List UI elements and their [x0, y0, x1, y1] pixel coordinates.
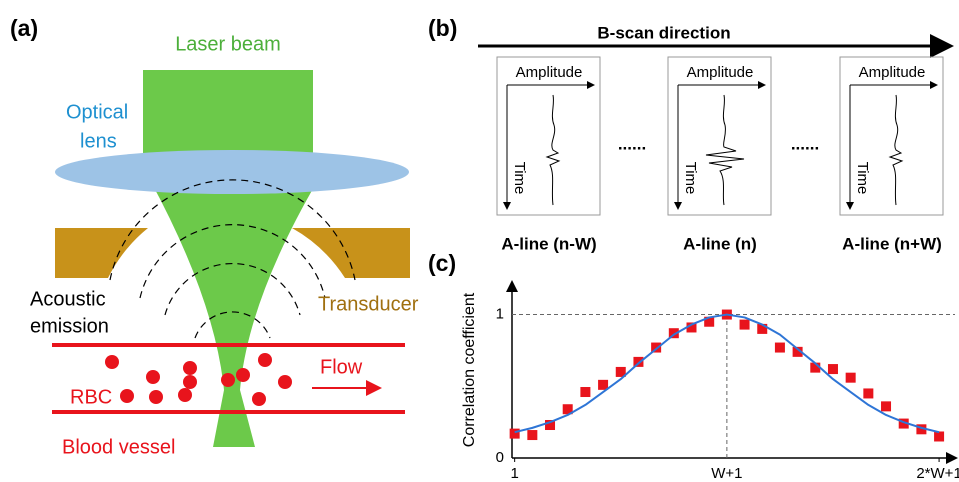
laser-focus — [150, 180, 318, 447]
ellipsis: ...... — [791, 134, 819, 153]
panel-b: (b) B-scan direction ...... ...... Ampli… — [428, 15, 948, 253]
y-tick-label: 1 — [496, 306, 504, 323]
rbc-label: RBC — [70, 386, 112, 408]
data-point — [863, 388, 873, 398]
data-point — [828, 364, 838, 374]
amplitude-label: Amplitude — [516, 64, 583, 81]
data-point — [934, 431, 944, 441]
flow-label: Flow — [320, 356, 363, 378]
lens-label: Optical — [66, 101, 128, 123]
transducer — [55, 228, 148, 278]
direction-label: B-scan direction — [597, 23, 730, 42]
data-point — [580, 387, 590, 397]
panel-a: (a) Laser beam Optical lens Acoustic emi… — [10, 15, 419, 458]
transducer-label: Transducer — [318, 293, 419, 315]
optical-lens — [55, 150, 409, 194]
x-tick-label: W+1 — [711, 465, 742, 482]
data-point — [510, 429, 520, 439]
waveform — [890, 95, 902, 205]
waveform — [547, 95, 559, 205]
panel-label: (c) — [428, 250, 456, 276]
rbcs — [105, 353, 292, 406]
data-point — [881, 401, 891, 411]
ellipsis: ...... — [618, 134, 646, 153]
emission-label: Acoustic — [30, 288, 106, 310]
x-tick-label: 1 — [510, 465, 518, 482]
a-line-label: A-line (n+W) — [842, 234, 942, 253]
emission-label: emission — [30, 315, 109, 337]
data-point — [527, 430, 537, 440]
y-tick-label: 0 — [496, 449, 504, 466]
a-line-label: A-line (n-W) — [501, 234, 596, 253]
amplitude-label: Amplitude — [687, 64, 754, 81]
transducer — [292, 228, 410, 278]
vessel-label: Blood vessel — [62, 436, 175, 458]
x-tick-label: 2*W+1 — [916, 465, 959, 482]
amplitude-label: Amplitude — [859, 64, 926, 81]
panel-label: (b) — [428, 15, 457, 41]
time-label: Time — [682, 162, 699, 195]
panel-label: (a) — [10, 15, 38, 41]
a-line-label: A-line (n) — [683, 234, 757, 253]
y-axis-label: Correlation coefficient — [461, 292, 478, 447]
time-label: Time — [854, 162, 871, 195]
data-point — [775, 343, 785, 353]
laser-label: Laser beam — [175, 33, 281, 55]
data-point — [846, 373, 856, 383]
data-point — [740, 320, 750, 330]
waveform — [706, 95, 744, 205]
figure: (a) Laser beam Optical lens Acoustic emi… — [0, 0, 959, 482]
time-label: Time — [511, 162, 528, 195]
page: (a) Laser beam Optical lens Acoustic emi… — [0, 0, 959, 482]
lens-label: lens — [80, 130, 117, 152]
